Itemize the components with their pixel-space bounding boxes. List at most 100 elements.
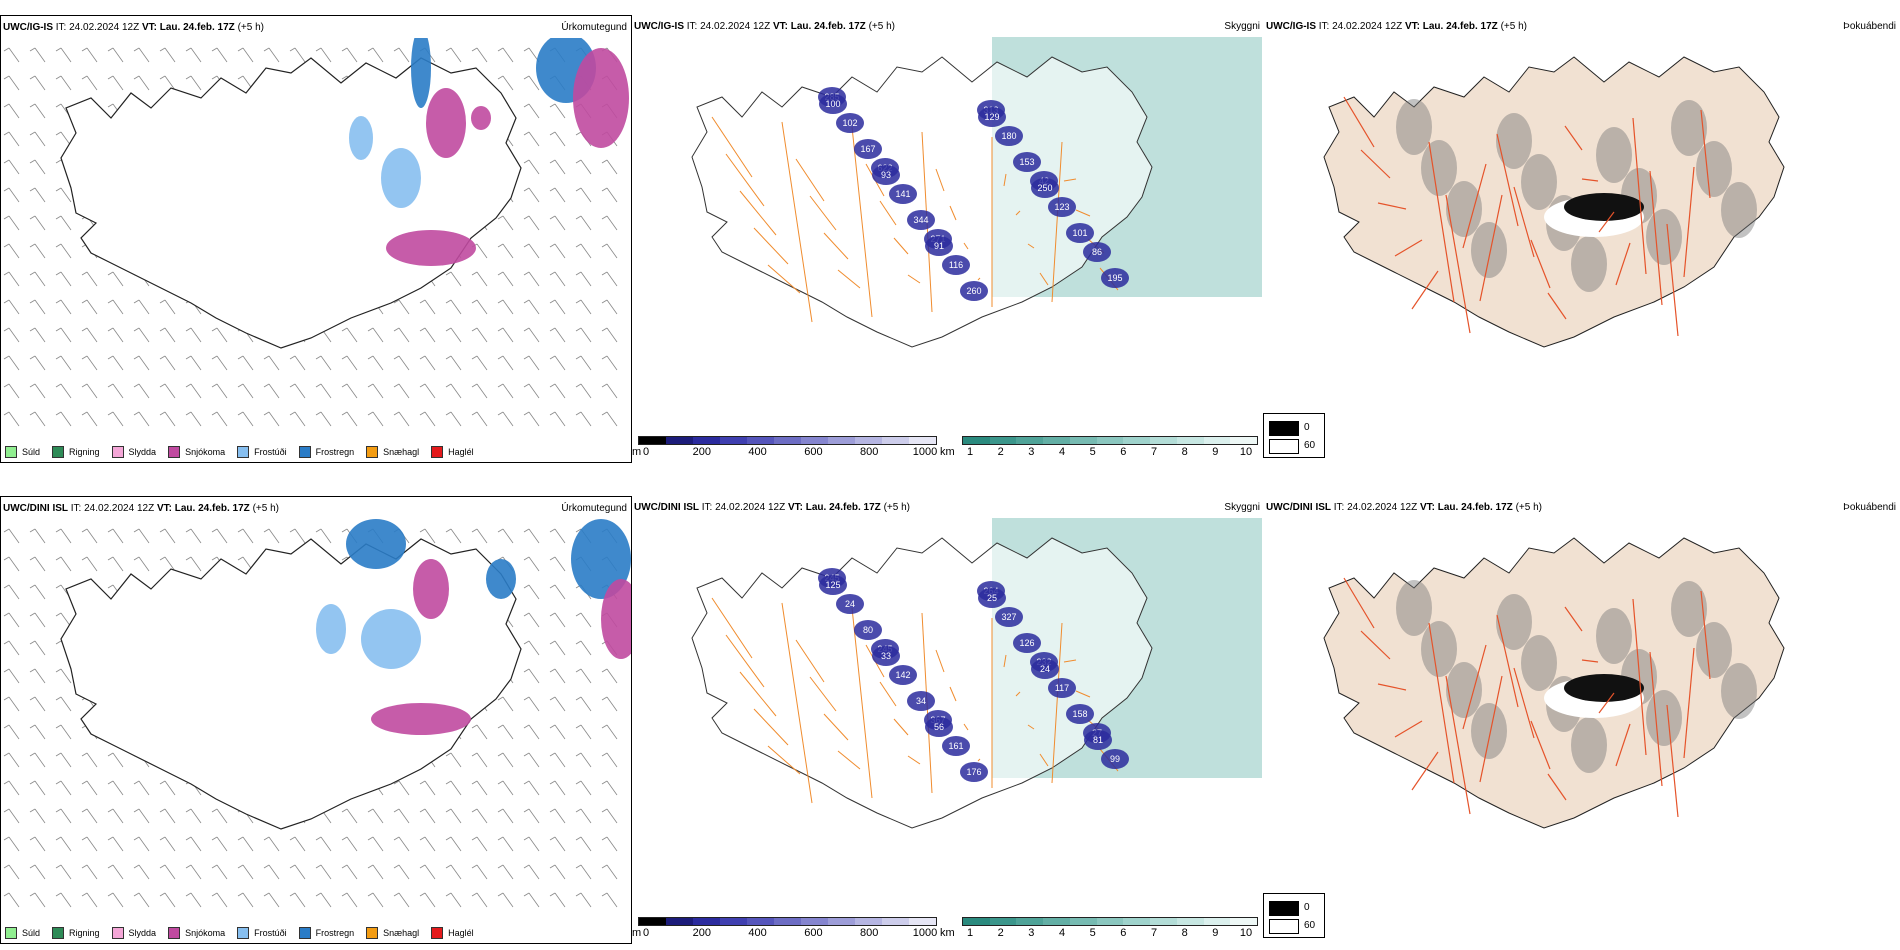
wind-barb	[211, 47, 228, 63]
colorbar-tick-label: 0	[642, 927, 650, 939]
wind-barb	[289, 864, 306, 880]
wind-barb	[263, 892, 280, 908]
wind-barb	[55, 75, 72, 91]
wind-barb	[29, 103, 46, 119]
wind-barb	[29, 528, 46, 544]
fog-index-area	[1721, 663, 1757, 719]
cloud-base-blob	[836, 594, 864, 614]
colorbar-strip	[638, 917, 937, 926]
wind-barb	[289, 355, 306, 371]
cloud-base-value: 24	[845, 599, 855, 609]
wind-barb	[393, 864, 410, 880]
cloud-base-blob	[1048, 678, 1076, 698]
legend-label: Frostregn	[315, 928, 355, 938]
colorbar-segment	[1016, 437, 1044, 444]
road-line	[1479, 194, 1503, 302]
wind-barb	[107, 892, 124, 908]
wind-barb	[3, 752, 20, 768]
cloud-base-value: 153	[1019, 157, 1034, 167]
fog-index-area	[1671, 581, 1707, 637]
road-line	[879, 681, 897, 707]
fog-index-area	[1646, 690, 1682, 746]
road-line	[739, 190, 777, 236]
wind-barb	[3, 75, 20, 91]
wind-barb	[315, 864, 332, 880]
wind-barb	[55, 752, 72, 768]
wind-barb	[107, 528, 124, 544]
wind-barb	[367, 355, 384, 371]
fog-index-area	[1421, 621, 1457, 677]
fog-index-area	[1596, 127, 1632, 183]
wind-barb	[393, 47, 410, 63]
visibility-colorbar: km 1 2 3 4 5 6 7 8 9 10	[940, 432, 1265, 460]
wind-barb	[159, 892, 176, 908]
road-line	[1015, 210, 1021, 216]
it-value: 24.02.2024 12Z	[715, 502, 786, 513]
road-line	[753, 227, 789, 265]
fog-key-light-label: 60	[1304, 440, 1316, 451]
legend-item: Snjókoma	[168, 927, 225, 939]
wind-barb	[81, 864, 98, 880]
wind-barb	[341, 355, 358, 371]
cloud-base-value: 81	[1093, 735, 1103, 745]
colorbar-strip	[638, 436, 937, 445]
vt-value: Lau. 24.feb. 17Z	[159, 22, 235, 33]
fog-index-dark-area	[1564, 193, 1644, 221]
colorbar-segment	[1096, 918, 1124, 925]
road-line	[1003, 654, 1007, 668]
cloud-base-value: 80	[863, 625, 873, 635]
wind-barb	[471, 528, 488, 544]
wind-barb	[29, 612, 46, 628]
visibility-panel-top: UWC/IG-IS IT: 24.02.2024 12Z VT: Lau. 24…	[632, 15, 1264, 463]
colorbar-segment	[1069, 437, 1097, 444]
wind-barb	[471, 752, 488, 768]
colorbar-segment	[1176, 918, 1204, 925]
wind-barb	[3, 696, 20, 712]
legend-item: Snæhagl	[366, 446, 419, 458]
road-line	[893, 237, 909, 255]
wind-barb	[497, 299, 514, 315]
wind-barb	[341, 47, 358, 63]
wind-barb	[523, 299, 540, 315]
road-line	[1547, 773, 1567, 801]
colorbar-strip	[962, 436, 1258, 445]
wind-barb	[159, 299, 176, 315]
road-line	[1581, 178, 1599, 182]
wind-barb	[107, 271, 124, 287]
wind-barb	[107, 299, 124, 315]
wind-barb	[523, 864, 540, 880]
vt-value: Lau. 24.feb. 17Z	[174, 503, 250, 514]
wind-barb	[445, 47, 462, 63]
colorbar-segment	[882, 918, 909, 925]
wind-barb	[107, 780, 124, 796]
wind-barb	[549, 780, 566, 796]
road-line	[935, 168, 945, 192]
wind-barb	[393, 892, 410, 908]
wind-barb	[601, 780, 618, 796]
road-line	[1615, 723, 1631, 767]
cloud-base-blob	[942, 736, 970, 756]
cloud-base-blob	[1066, 223, 1094, 243]
cloud-base-value: 33	[881, 651, 891, 661]
wind-barb	[3, 892, 20, 908]
road-line	[711, 597, 753, 659]
road-line	[949, 205, 957, 221]
wind-barb	[315, 411, 332, 427]
wind-barb	[575, 271, 592, 287]
wind-barb	[185, 47, 202, 63]
wind-barb	[341, 327, 358, 343]
lead-time: (+5 h)	[237, 22, 264, 33]
wind-barb	[185, 528, 202, 544]
fog-key-light-label: 60	[1304, 920, 1316, 931]
colorbar-tick-label: 200	[692, 446, 711, 458]
panel-header: UWC/DINI ISL IT: 24.02.2024 12Z VT: Lau.…	[1266, 502, 1896, 516]
cloud-base-blob	[1031, 659, 1059, 679]
road-line	[1564, 606, 1583, 632]
legend-swatch	[5, 446, 17, 458]
wind-barb	[133, 528, 150, 544]
wind-barb	[523, 556, 540, 572]
wind-barb	[3, 187, 20, 203]
colorbar-segment	[801, 437, 828, 444]
fog-index-area	[1696, 141, 1732, 197]
wind-barb	[289, 892, 306, 908]
